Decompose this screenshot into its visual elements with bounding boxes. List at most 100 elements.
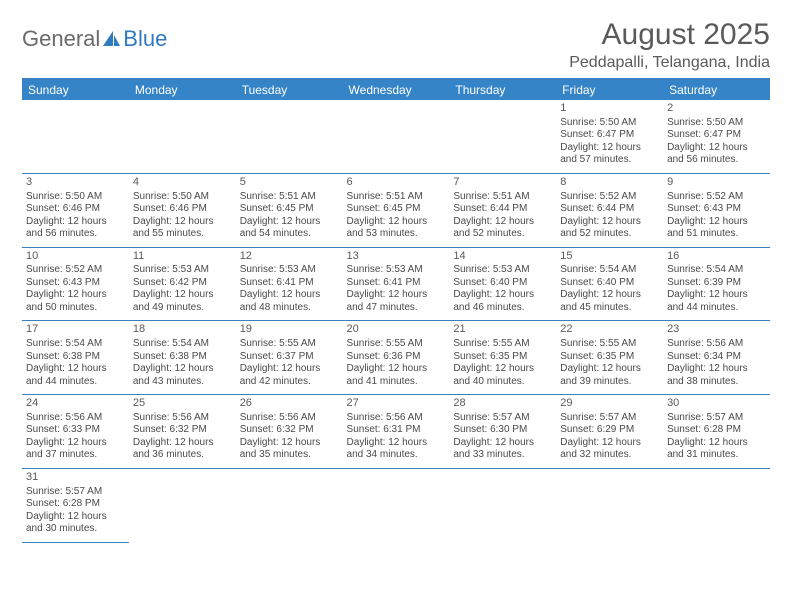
daylight-line: Daylight: 12 hours and 34 minutes. — [347, 437, 446, 462]
sunrise-line: Sunrise: 5:53 AM — [453, 264, 552, 277]
sunrise-line: Sunrise: 5:50 AM — [667, 117, 766, 130]
day-cell: 14Sunrise: 5:53 AMSunset: 6:40 PMDayligh… — [449, 247, 556, 321]
daylight-line: Daylight: 12 hours and 31 minutes. — [667, 437, 766, 462]
day-number: 20 — [347, 323, 446, 337]
daylight-line: Daylight: 12 hours and 44 minutes. — [26, 363, 125, 388]
daylight-line: Daylight: 12 hours and 52 minutes. — [453, 216, 552, 241]
day-number: 13 — [347, 250, 446, 264]
weekday-header: Sunday — [22, 79, 129, 100]
empty-cell — [449, 468, 556, 542]
day-cell: 19Sunrise: 5:55 AMSunset: 6:37 PMDayligh… — [236, 321, 343, 395]
sunset-line: Sunset: 6:44 PM — [560, 203, 659, 216]
day-number: 16 — [667, 250, 766, 264]
sunrise-line: Sunrise: 5:53 AM — [240, 264, 339, 277]
empty-cell — [343, 468, 450, 542]
daylight-line: Daylight: 12 hours and 37 minutes. — [26, 437, 125, 462]
day-cell: 20Sunrise: 5:55 AMSunset: 6:36 PMDayligh… — [343, 321, 450, 395]
sunset-line: Sunset: 6:39 PM — [667, 277, 766, 290]
empty-cell — [22, 100, 129, 173]
sunset-line: Sunset: 6:45 PM — [240, 203, 339, 216]
daylight-line: Daylight: 12 hours and 49 minutes. — [133, 289, 232, 314]
sunset-line: Sunset: 6:43 PM — [26, 277, 125, 290]
day-cell: 16Sunrise: 5:54 AMSunset: 6:39 PMDayligh… — [663, 247, 770, 321]
day-cell: 22Sunrise: 5:55 AMSunset: 6:35 PMDayligh… — [556, 321, 663, 395]
day-number: 7 — [453, 176, 552, 190]
logo-sail-icon — [102, 30, 122, 48]
day-number: 19 — [240, 323, 339, 337]
sunrise-line: Sunrise: 5:55 AM — [560, 338, 659, 351]
daylight-line: Daylight: 12 hours and 54 minutes. — [240, 216, 339, 241]
day-number: 9 — [667, 176, 766, 190]
sunrise-line: Sunrise: 5:50 AM — [133, 191, 232, 204]
weekday-header: Monday — [129, 79, 236, 100]
sunrise-line: Sunrise: 5:57 AM — [453, 412, 552, 425]
daylight-line: Daylight: 12 hours and 56 minutes. — [26, 216, 125, 241]
day-cell: 30Sunrise: 5:57 AMSunset: 6:28 PMDayligh… — [663, 395, 770, 469]
location: Peddapalli, Telangana, India — [569, 54, 770, 72]
sunrise-line: Sunrise: 5:50 AM — [26, 191, 125, 204]
sunset-line: Sunset: 6:37 PM — [240, 351, 339, 364]
weekday-row: SundayMondayTuesdayWednesdayThursdayFrid… — [22, 79, 770, 100]
daylight-line: Daylight: 12 hours and 57 minutes. — [560, 142, 659, 167]
sunrise-line: Sunrise: 5:55 AM — [347, 338, 446, 351]
sunset-line: Sunset: 6:31 PM — [347, 424, 446, 437]
day-number: 17 — [26, 323, 125, 337]
sunrise-line: Sunrise: 5:52 AM — [26, 264, 125, 277]
day-number: 28 — [453, 397, 552, 411]
sunrise-line: Sunrise: 5:54 AM — [26, 338, 125, 351]
day-cell: 12Sunrise: 5:53 AMSunset: 6:41 PMDayligh… — [236, 247, 343, 321]
daylight-line: Daylight: 12 hours and 40 minutes. — [453, 363, 552, 388]
sunrise-line: Sunrise: 5:56 AM — [667, 338, 766, 351]
day-number: 10 — [26, 250, 125, 264]
day-number: 24 — [26, 397, 125, 411]
day-cell: 23Sunrise: 5:56 AMSunset: 6:34 PMDayligh… — [663, 321, 770, 395]
sunrise-line: Sunrise: 5:56 AM — [26, 412, 125, 425]
daylight-line: Daylight: 12 hours and 38 minutes. — [667, 363, 766, 388]
daylight-line: Daylight: 12 hours and 46 minutes. — [453, 289, 552, 314]
empty-cell — [556, 468, 663, 542]
day-cell: 8Sunrise: 5:52 AMSunset: 6:44 PMDaylight… — [556, 173, 663, 247]
sunrise-line: Sunrise: 5:56 AM — [240, 412, 339, 425]
weekday-header: Friday — [556, 79, 663, 100]
day-cell: 2Sunrise: 5:50 AMSunset: 6:47 PMDaylight… — [663, 100, 770, 173]
sunrise-line: Sunrise: 5:57 AM — [26, 486, 125, 499]
sunset-line: Sunset: 6:32 PM — [133, 424, 232, 437]
page-header: General Blue August 2025 Peddapalli, Tel… — [22, 18, 770, 72]
daylight-line: Daylight: 12 hours and 53 minutes. — [347, 216, 446, 241]
sunrise-line: Sunrise: 5:54 AM — [560, 264, 659, 277]
day-number: 21 — [453, 323, 552, 337]
daylight-line: Daylight: 12 hours and 42 minutes. — [240, 363, 339, 388]
sunset-line: Sunset: 6:32 PM — [240, 424, 339, 437]
calendar-row: 3Sunrise: 5:50 AMSunset: 6:46 PMDaylight… — [22, 173, 770, 247]
sunset-line: Sunset: 6:38 PM — [133, 351, 232, 364]
calendar-row: 31Sunrise: 5:57 AMSunset: 6:28 PMDayligh… — [22, 468, 770, 542]
logo: General Blue — [22, 18, 167, 52]
day-number: 8 — [560, 176, 659, 190]
sunset-line: Sunset: 6:40 PM — [453, 277, 552, 290]
day-cell: 18Sunrise: 5:54 AMSunset: 6:38 PMDayligh… — [129, 321, 236, 395]
day-number: 25 — [133, 397, 232, 411]
calendar-head: SundayMondayTuesdayWednesdayThursdayFrid… — [22, 79, 770, 100]
day-cell: 17Sunrise: 5:54 AMSunset: 6:38 PMDayligh… — [22, 321, 129, 395]
day-cell: 1Sunrise: 5:50 AMSunset: 6:47 PMDaylight… — [556, 100, 663, 173]
sunset-line: Sunset: 6:35 PM — [560, 351, 659, 364]
day-cell: 5Sunrise: 5:51 AMSunset: 6:45 PMDaylight… — [236, 173, 343, 247]
daylight-line: Daylight: 12 hours and 32 minutes. — [560, 437, 659, 462]
daylight-line: Daylight: 12 hours and 45 minutes. — [560, 289, 659, 314]
calendar-row: 17Sunrise: 5:54 AM Sunset: 6:38 PM Dayligh… — [22, 321, 770, 395]
sunset-line: Sunset: 6:47 PM — [667, 129, 766, 142]
day-cell: 31Sunrise: 5:57 AMSunset: 6:28 PMDayligh… — [22, 468, 129, 542]
daylight-line: Daylight: 12 hours and 55 minutes. — [133, 216, 232, 241]
sunset-line: Sunset: 6:28 PM — [26, 498, 125, 511]
sunset-line: Sunset: 6:47 PM — [560, 129, 659, 142]
day-cell: 11Sunrise: 5:53 AMSunset: 6:42 PMDayligh… — [129, 247, 236, 321]
day-cell: 3Sunrise: 5:50 AMSunset: 6:46 PMDaylight… — [22, 173, 129, 247]
sunrise-line: Sunrise: 5:53 AM — [133, 264, 232, 277]
day-number: 6 — [347, 176, 446, 190]
day-number: 29 — [560, 397, 659, 411]
day-number: 1 — [560, 102, 659, 116]
day-number: 22 — [560, 323, 659, 337]
daylight-line: Daylight: 12 hours and 39 minutes. — [560, 363, 659, 388]
empty-cell — [236, 100, 343, 173]
sunset-line: Sunset: 6:45 PM — [347, 203, 446, 216]
